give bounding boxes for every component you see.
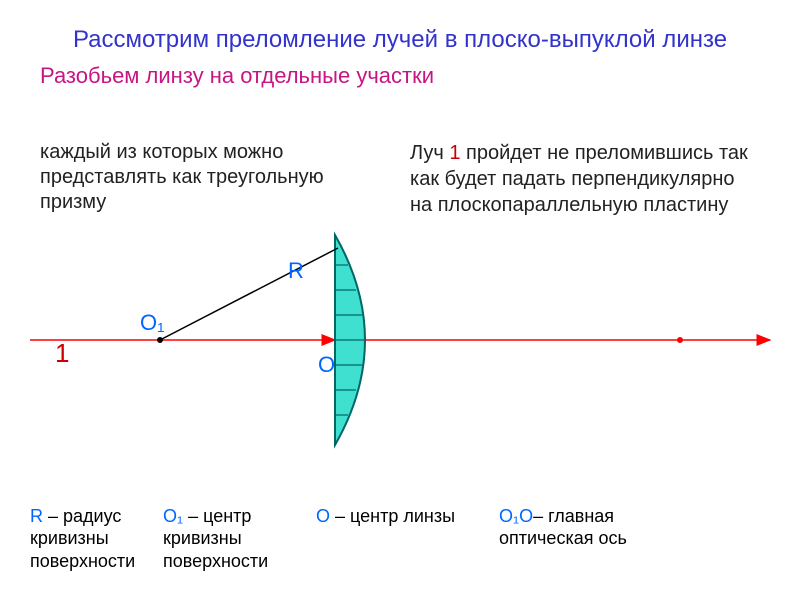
radius-line: [160, 248, 338, 340]
legend-OO: О₁О– главная оптическая ось: [499, 505, 674, 573]
label-O: О: [318, 352, 335, 377]
legend-O: О – центр линзы: [316, 505, 481, 573]
legend-R: R – радиус кривизны поверхности: [30, 505, 145, 573]
label-O1: О₁: [140, 310, 165, 335]
center-of-curvature-dot: [157, 337, 163, 343]
legend: R – радиус кривизны поверхности О₁ – цен…: [30, 505, 770, 573]
legend-R-def: – радиус кривизны поверхности: [30, 506, 135, 571]
legend-R-key: R: [30, 506, 43, 526]
legend-O1-key: О₁: [163, 506, 183, 526]
legend-O1: О₁ – центр кривизны поверхности: [163, 505, 298, 573]
legend-OO-key: О₁О: [499, 506, 533, 526]
label-1: 1: [55, 338, 69, 368]
axis-dot-right: [677, 337, 683, 343]
legend-O-key: О: [316, 506, 330, 526]
legend-O-def: – центр линзы: [330, 506, 455, 526]
label-R: R: [288, 258, 304, 283]
slide-subtitle: Разобьем линзу на отдельные участки: [0, 59, 800, 93]
slide-title: Рассмотрим преломление лучей в плоско-вы…: [0, 0, 800, 59]
lens-diagram: R О₁ О 1: [0, 140, 800, 460]
